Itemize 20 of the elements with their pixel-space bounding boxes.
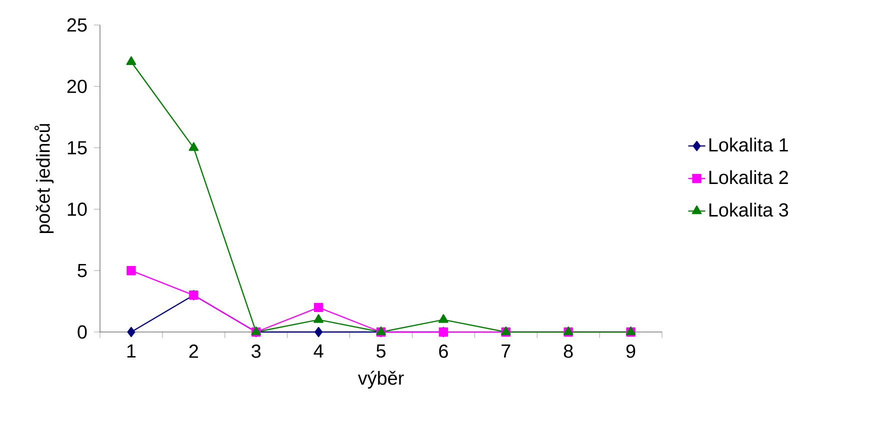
y-tick-label: 15 <box>68 141 87 154</box>
y-tick-label: 5 <box>78 264 87 278</box>
legend-label: Lokalita 1 <box>709 138 788 152</box>
legend-label: Lokalita 3 <box>709 202 788 217</box>
x-tick-label: 3 <box>252 344 261 358</box>
x-tick-label: 4 <box>314 344 324 358</box>
x-tick-label: 1 <box>127 344 136 358</box>
y-tick-label: 25 <box>67 18 87 32</box>
y-tick-label: 20 <box>67 80 87 94</box>
x-tick-label: 9 <box>626 344 636 358</box>
x-axis-title: výběr <box>358 370 404 389</box>
x-tick-label: 2 <box>189 344 198 358</box>
x-tick-label: 8 <box>564 344 573 358</box>
x-tick-label: 6 <box>439 344 448 358</box>
y-tick-label: 0 <box>78 325 87 339</box>
y-axis-title: počet jedinců <box>34 124 54 234</box>
y-tick-label: 10 <box>68 202 87 216</box>
x-tick-label: 7 <box>502 344 510 358</box>
legend-label: Lokalita 2 <box>709 170 788 184</box>
x-tick-label: 5 <box>376 344 386 358</box>
